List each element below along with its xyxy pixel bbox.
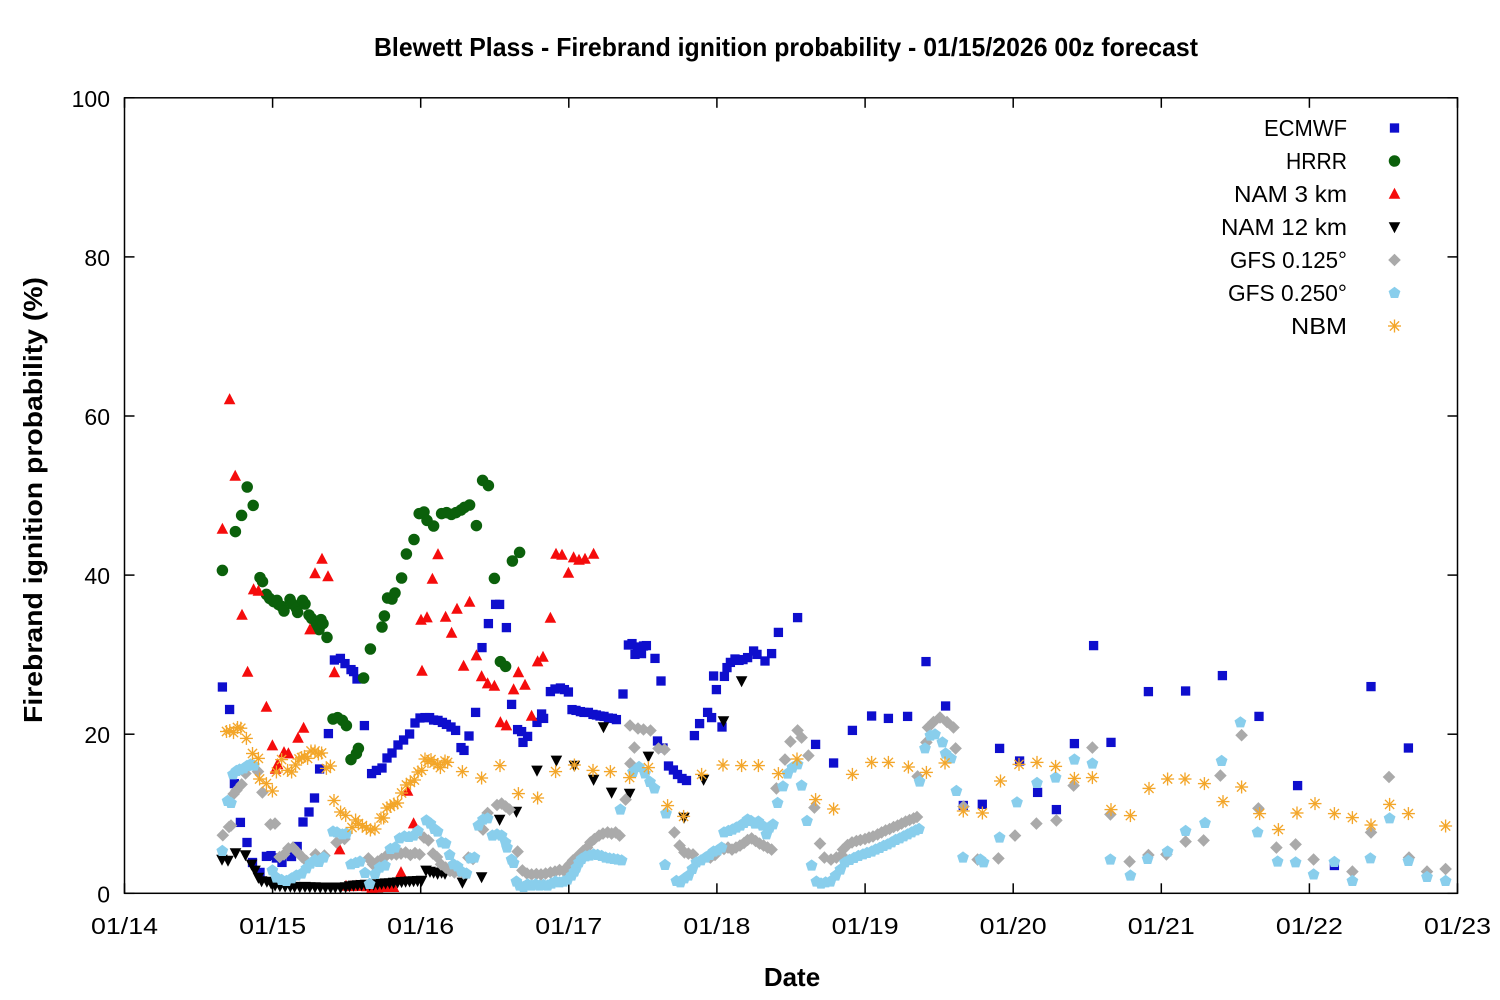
svg-text:Date: Date bbox=[764, 962, 820, 992]
svg-text:01/19: 01/19 bbox=[832, 913, 899, 939]
svg-text:HRRR: HRRR bbox=[1286, 148, 1347, 174]
svg-text:ECMWF: ECMWF bbox=[1264, 115, 1347, 141]
svg-text:01/23: 01/23 bbox=[1424, 913, 1491, 939]
svg-text:01/14: 01/14 bbox=[91, 913, 158, 939]
svg-text:01/20: 01/20 bbox=[980, 913, 1047, 939]
svg-text:01/15: 01/15 bbox=[239, 913, 306, 939]
svg-text:40: 40 bbox=[84, 563, 110, 589]
svg-text:01/17: 01/17 bbox=[535, 913, 602, 939]
svg-text:60: 60 bbox=[84, 404, 110, 430]
svg-text:01/21: 01/21 bbox=[1128, 913, 1195, 939]
svg-text:GFS 0.250°: GFS 0.250° bbox=[1228, 280, 1347, 306]
svg-text:NAM 12 km: NAM 12 km bbox=[1221, 214, 1347, 240]
svg-text:01/22: 01/22 bbox=[1276, 913, 1343, 939]
svg-text:01/16: 01/16 bbox=[387, 913, 454, 939]
svg-text:01/18: 01/18 bbox=[683, 913, 750, 939]
svg-text:Blewett Plass - Firebrand igni: Blewett Plass - Firebrand ignition proba… bbox=[374, 32, 1198, 62]
svg-text:NBM: NBM bbox=[1291, 313, 1347, 339]
svg-text:80: 80 bbox=[84, 245, 110, 271]
svg-text:NAM 3 km: NAM 3 km bbox=[1234, 181, 1347, 207]
svg-text:GFS 0.125°: GFS 0.125° bbox=[1230, 247, 1347, 273]
svg-text:0: 0 bbox=[97, 881, 110, 907]
svg-text:Firebrand ignition probability: Firebrand ignition probability (%) bbox=[18, 277, 48, 723]
svg-text:20: 20 bbox=[84, 722, 110, 748]
svg-text:100: 100 bbox=[72, 86, 110, 112]
